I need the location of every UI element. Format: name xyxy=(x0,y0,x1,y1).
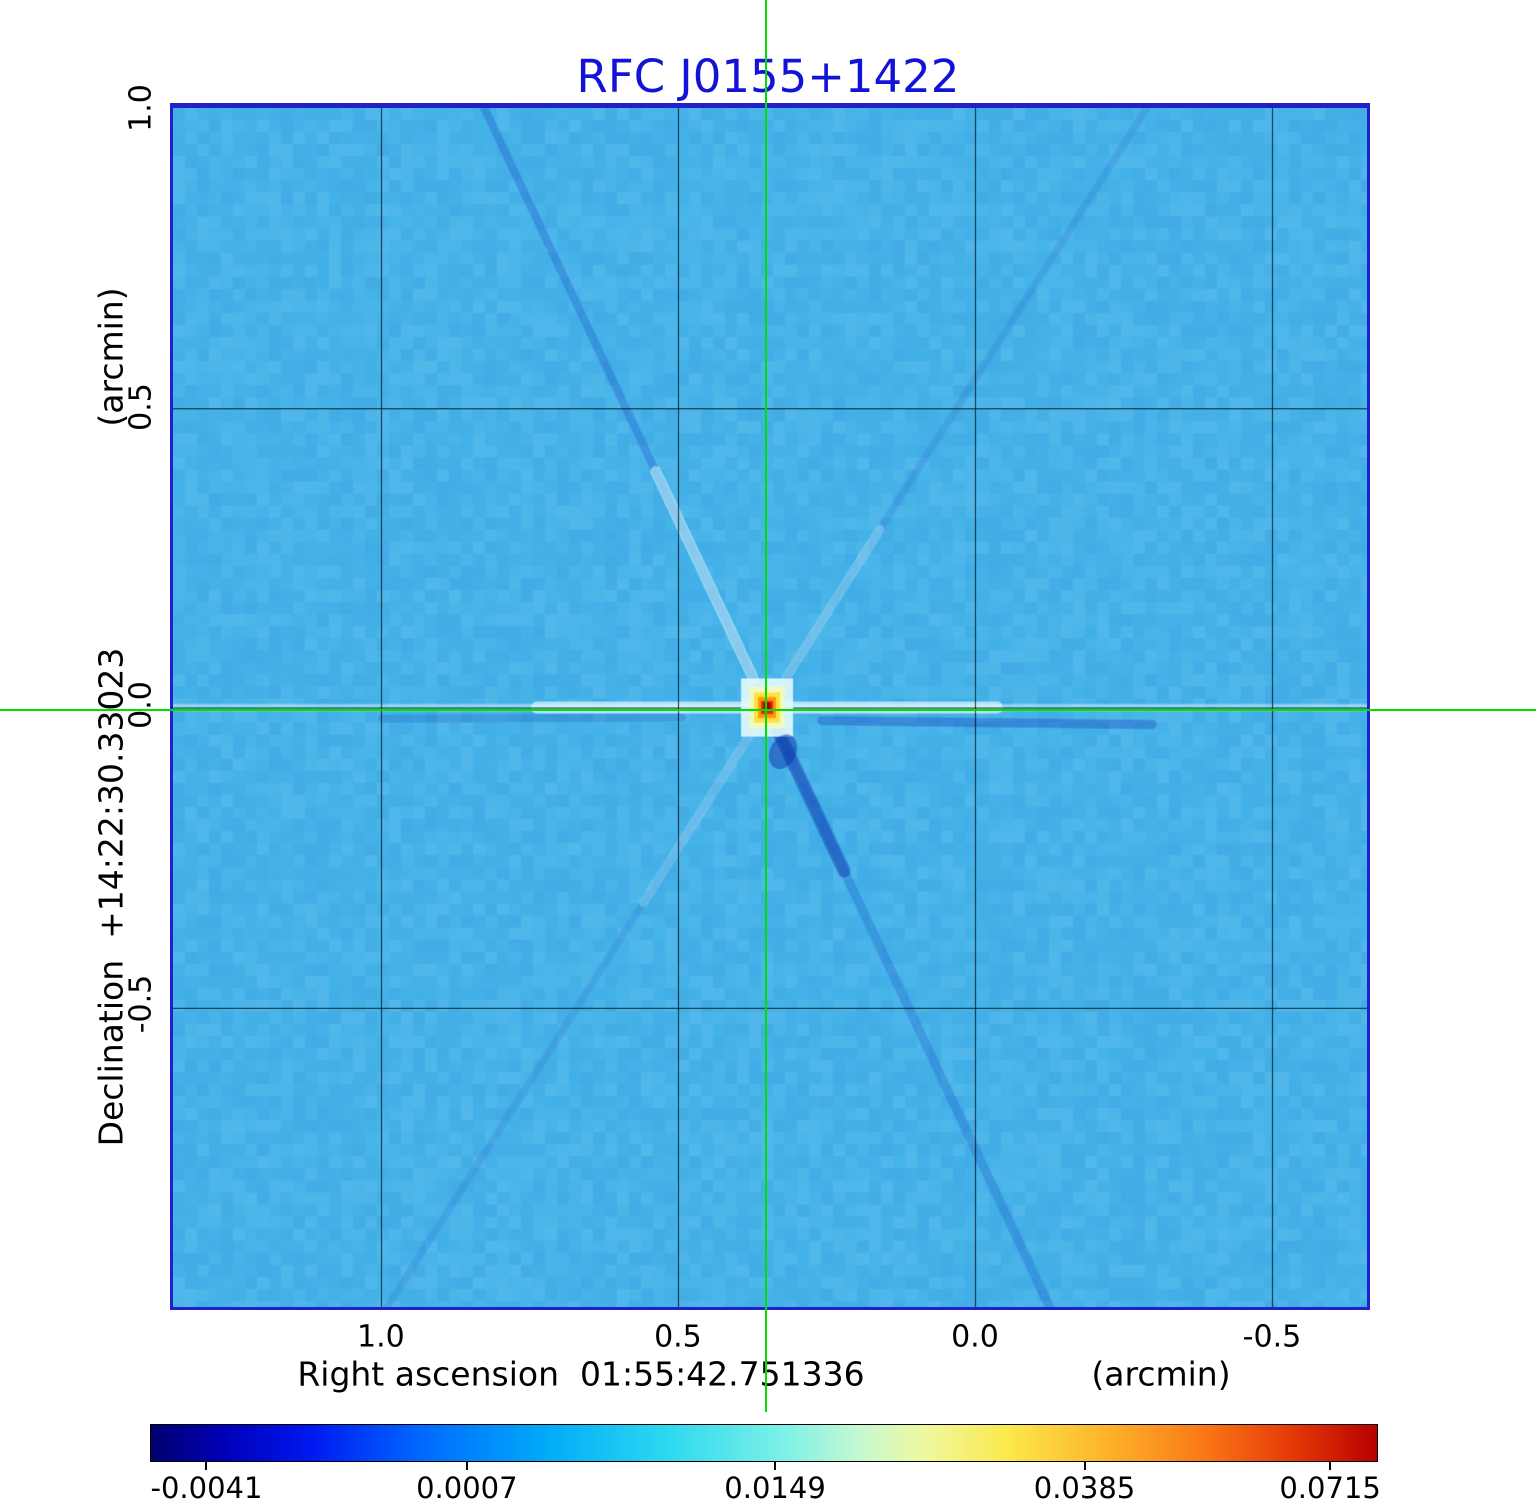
x-axis-unit-label: (arcmin) xyxy=(1091,1354,1231,1394)
colorbar-tick-label: -0.0041 xyxy=(150,1471,263,1505)
x-axis-label: Right ascension 01:55:42.751336 xyxy=(297,1354,865,1394)
colorbar-tick-mark xyxy=(1083,1462,1086,1470)
colorbar-tick-mark xyxy=(774,1462,777,1470)
colorbar-tick-mark xyxy=(1329,1462,1332,1470)
colorbar-tick-mark xyxy=(465,1462,468,1470)
sky-map-canvas xyxy=(173,108,1367,1307)
y-tick-label: 0.0 xyxy=(123,681,159,729)
y-tick-label: 0.5 xyxy=(123,382,159,431)
colorbar-tick-label: 0.0715 xyxy=(1279,1471,1381,1505)
x-tick-label: 1.0 xyxy=(357,1319,405,1355)
x-tick-label: -0.5 xyxy=(1242,1319,1302,1355)
colorbar-tick-label: 0.0385 xyxy=(1033,1471,1136,1505)
y-tick-label: 1.0 xyxy=(123,84,159,132)
y-tick-label: -0.5 xyxy=(123,974,159,1033)
crosshair-vertical-line xyxy=(765,0,767,1412)
crosshair-horizontal-line xyxy=(0,709,1536,711)
x-tick-label: 0.5 xyxy=(654,1319,702,1355)
colorbar-gradient xyxy=(150,1424,1378,1462)
x-tick-label: 0.0 xyxy=(951,1319,999,1355)
colorbar-tick-label: 0.0149 xyxy=(724,1471,826,1505)
colorbar-tick-label: 0.0007 xyxy=(416,1471,518,1505)
plot-title: RFC J0155+1422 xyxy=(576,50,960,103)
sky-map-plot xyxy=(170,103,1370,1310)
colorbar-tick-mark xyxy=(205,1462,208,1470)
